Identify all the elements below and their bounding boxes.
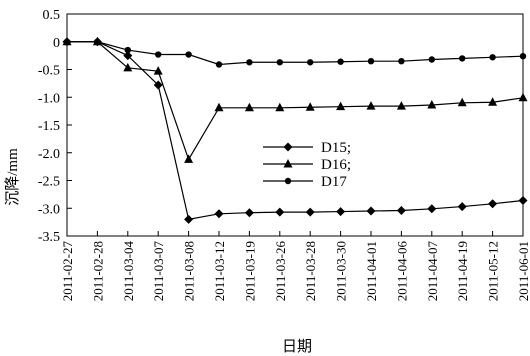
data-point — [214, 102, 224, 112]
series-3 — [63, 38, 527, 68]
legend-marker — [283, 142, 293, 152]
data-point — [457, 97, 467, 107]
y-axis-ticks: 0.5 0 -0.5 -1.0 -1.5 -2.0 -2.5 -3.0 -3.5 — [38, 8, 72, 245]
data-point — [275, 207, 285, 217]
series-line — [67, 41, 524, 221]
data-point — [305, 102, 315, 111]
data-point — [336, 101, 346, 111]
data-point — [153, 66, 163, 75]
plot-frame — [66, 13, 524, 237]
x-tick-label: 2011-03-04 — [121, 241, 136, 302]
legend: D15;D16;D17 — [263, 140, 351, 190]
data-point — [398, 57, 405, 65]
data-point — [215, 61, 223, 68]
x-tick-label: 2011-04-06 — [394, 241, 409, 302]
x-tick-label: 2011-05-12 — [486, 241, 501, 301]
data-point — [244, 208, 254, 218]
data-point — [155, 51, 162, 58]
y-tick-label: 0 — [53, 36, 60, 51]
data-point — [366, 101, 376, 110]
data-point — [427, 100, 437, 109]
x-tick-label: 2011-03-12 — [212, 241, 227, 301]
x-tick-label: 2011-03-07 — [151, 241, 166, 302]
data-point — [276, 59, 283, 66]
y-tick-label: -1.5 — [38, 119, 60, 134]
legend-marker — [283, 159, 293, 168]
y-tick-label: -3.5 — [38, 230, 60, 245]
data-point — [184, 154, 194, 163]
data-point — [244, 102, 254, 112]
legend-item: D17 — [263, 174, 347, 190]
data-point — [124, 46, 131, 54]
data-point — [366, 206, 376, 216]
x-tick-label: 2011-03-08 — [182, 241, 197, 301]
data-point — [123, 51, 133, 61]
x-tick-label: 2011-04-07 — [425, 241, 440, 302]
data-point — [428, 56, 435, 63]
data-point — [94, 38, 101, 45]
y-axis-title: 沉降/mm — [4, 148, 21, 206]
data-point — [457, 202, 467, 212]
data-point — [519, 52, 527, 60]
y-tick-label: -2.5 — [38, 175, 60, 190]
data-point — [489, 54, 496, 61]
y-tick-label: 0.5 — [43, 8, 61, 23]
data-point — [427, 204, 437, 214]
data-point — [305, 207, 315, 217]
data-point — [153, 80, 163, 90]
data-point — [396, 101, 406, 110]
data-point — [307, 59, 314, 66]
data-point — [488, 97, 498, 106]
legend-label: D15; — [321, 140, 351, 156]
legend-item: D16; — [263, 157, 351, 173]
legend-label: D16; — [321, 157, 351, 173]
x-axis-ticks: 2011-02-27 2011-02-28 2011-03-04 2011-03-07… — [60, 231, 530, 301]
x-tick-label: 2011-03-28 — [303, 241, 318, 301]
x-tick-label: 2011-03-26 — [273, 241, 288, 302]
data-point — [459, 55, 466, 62]
data-point — [336, 207, 346, 217]
y-tick-label: -2.0 — [38, 147, 60, 162]
data-point — [518, 195, 528, 205]
y-tick-label: -1.0 — [38, 91, 60, 106]
series-2 — [62, 36, 528, 163]
series-line — [67, 41, 524, 66]
data-point — [367, 57, 375, 65]
x-tick-label: 2011-02-27 — [60, 241, 75, 302]
axes — [66, 13, 524, 237]
data-point — [214, 209, 224, 219]
data-point — [396, 205, 406, 215]
data-point — [63, 38, 71, 45]
x-tick-label: 2011-04-19 — [455, 241, 470, 301]
x-tick-label: 2011-04-01 — [364, 241, 379, 301]
legend-label: D17 — [321, 174, 347, 190]
data-point — [185, 51, 192, 58]
y-tick-label: -3.0 — [38, 202, 60, 217]
data-point — [518, 92, 528, 102]
series-line — [67, 41, 524, 161]
x-tick-label: 2011-02-28 — [90, 241, 105, 301]
data-point — [488, 199, 498, 209]
legend-item: D15; — [263, 140, 351, 156]
x-tick-label: 2011-03-30 — [334, 241, 349, 301]
series-1 — [62, 37, 528, 224]
legend-marker — [284, 177, 292, 185]
x-axis-title: 日期 — [282, 338, 312, 355]
data-point — [123, 62, 133, 72]
data-point — [184, 214, 194, 224]
data-point — [275, 102, 285, 112]
series-layer — [62, 36, 528, 224]
data-point — [246, 59, 253, 66]
x-tick-label: 2011-03-19 — [242, 241, 257, 301]
x-tick-label: 2011-06-01 — [516, 241, 530, 301]
data-point — [337, 58, 344, 65]
y-tick-label: -0.5 — [38, 64, 60, 79]
